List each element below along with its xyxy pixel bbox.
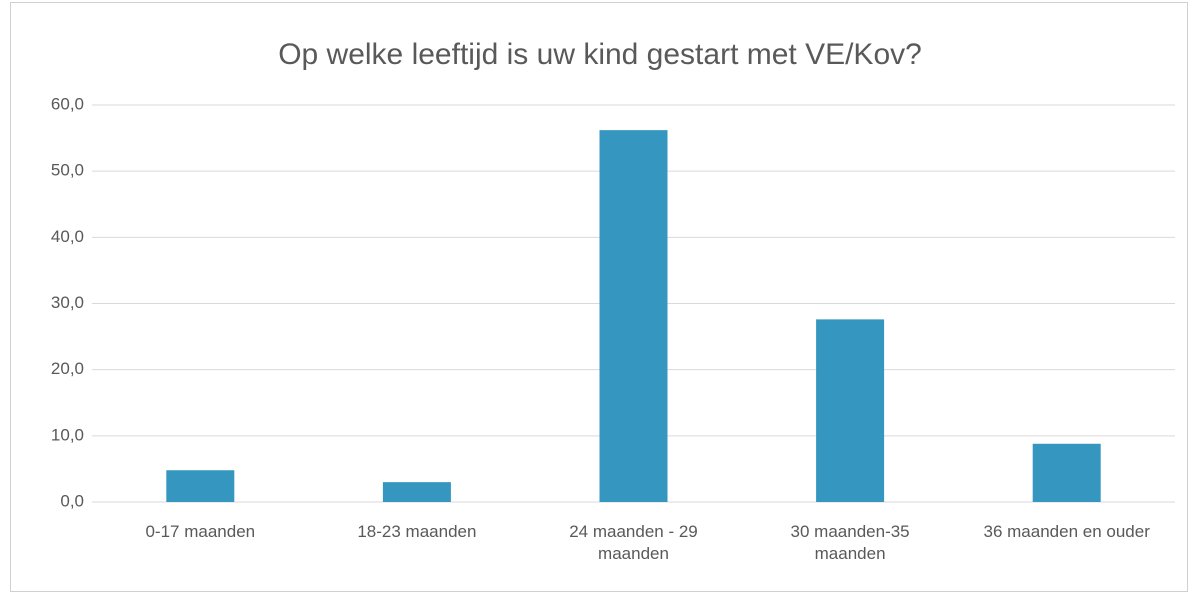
y-tick-label: 10,0 (51, 425, 84, 444)
chart-title: Op welke leeftijd is uw kind gestart met… (278, 38, 922, 71)
x-tick-label: 0-17 maanden (145, 522, 256, 541)
x-tick-label: 36 maanden en ouder (983, 522, 1150, 541)
bar (1032, 443, 1101, 502)
x-tick-label: 18-23 maanden (357, 522, 477, 541)
y-tick-label: 0,0 (60, 491, 84, 510)
bar (816, 319, 885, 502)
x-tick-label: 24 maanden - 29 maanden (569, 522, 698, 563)
bar (166, 470, 235, 502)
y-tick-label: 50,0 (51, 161, 84, 180)
y-tick-label: 60,0 (51, 94, 84, 113)
y-tick-label: 30,0 (51, 293, 84, 312)
y-tick-label: 40,0 (51, 227, 84, 246)
bar (382, 482, 451, 502)
bar (599, 130, 668, 503)
y-tick-label: 20,0 (51, 359, 84, 378)
x-tick-label: 30 maanden-35 maanden (790, 522, 910, 563)
